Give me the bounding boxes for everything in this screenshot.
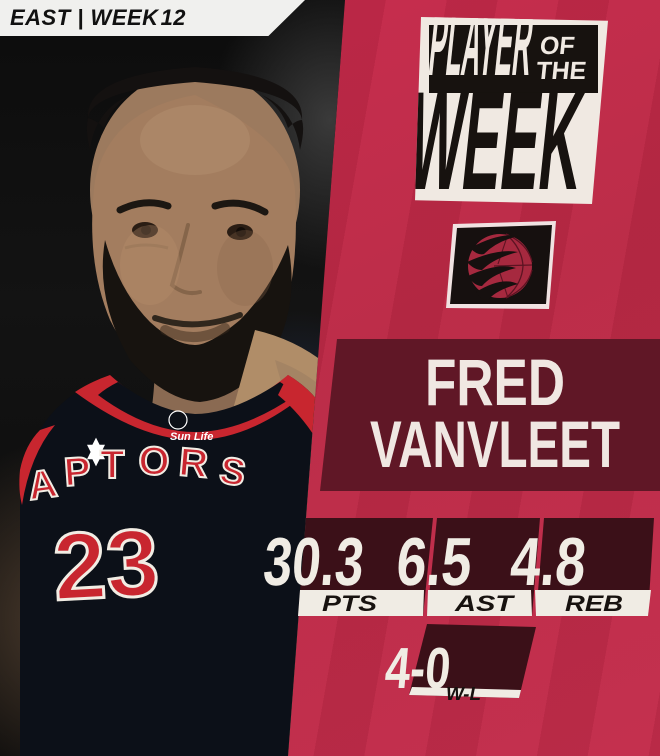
svg-text:WEEK: WEEK <box>415 62 590 204</box>
svg-text:OF: OF <box>538 32 576 60</box>
svg-text:W-L: W-L <box>446 684 481 704</box>
svg-text:4-0: 4-0 <box>383 636 454 701</box>
